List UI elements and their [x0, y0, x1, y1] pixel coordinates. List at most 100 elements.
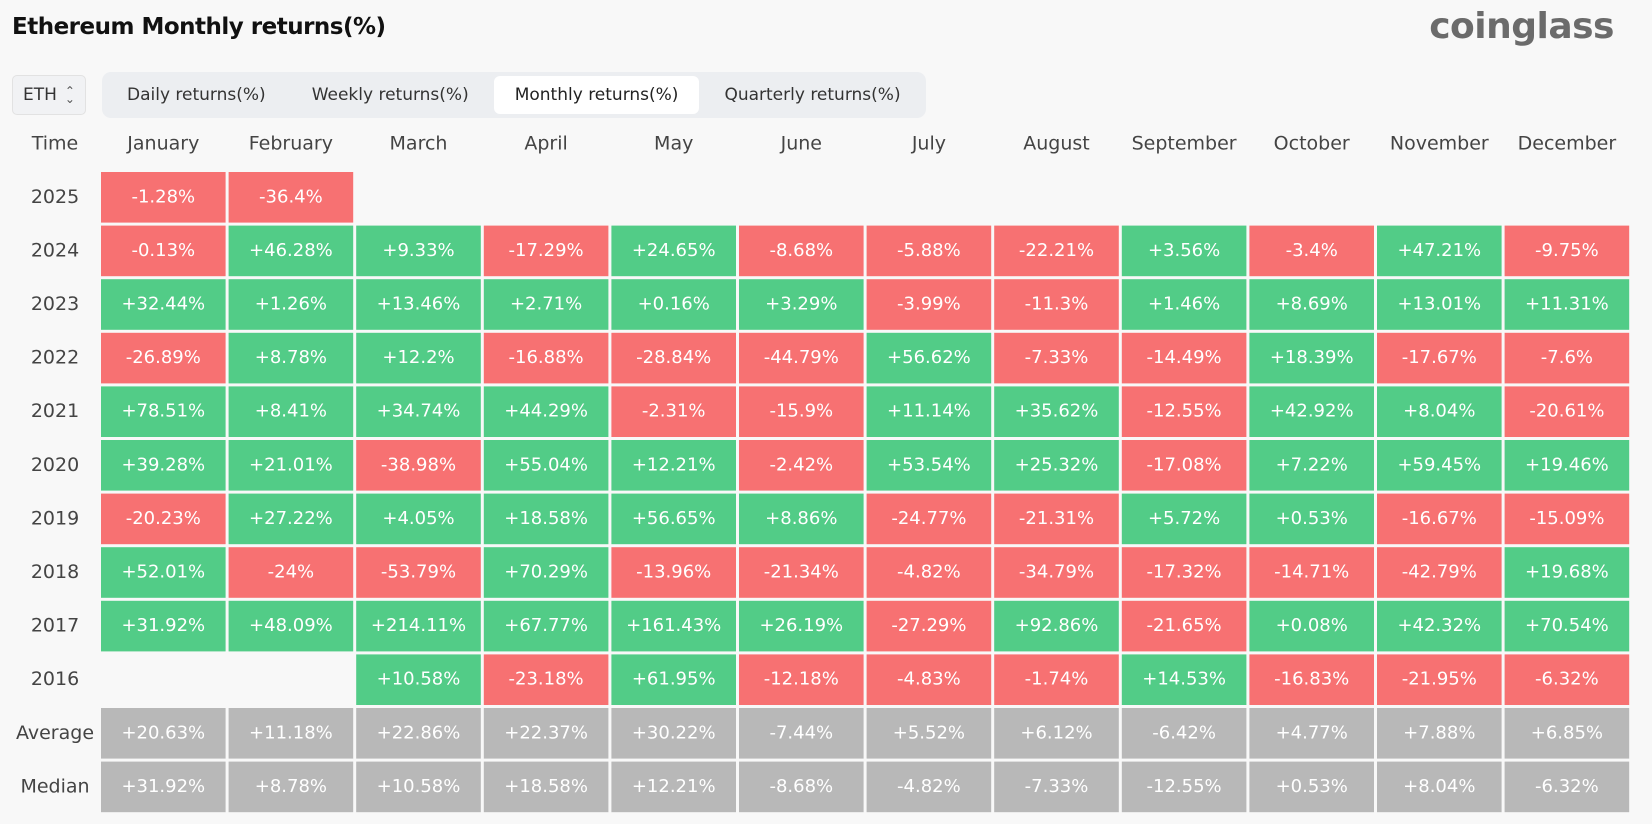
heatmap-cell-2018-january [101, 547, 226, 598]
cell-value-2019-january: -20.23% [126, 508, 201, 529]
cell-value-2022-march: +12.2% [382, 347, 454, 368]
cell-value-median-october: +0.53% [1276, 776, 1348, 797]
heatmap-cell-average-november [1377, 708, 1502, 759]
heatmap-cell-2018-august [994, 547, 1119, 598]
heatmap-cell-2021-august [994, 386, 1119, 437]
cell-value-average-november: +7.88% [1403, 722, 1475, 743]
tab-monthly-returns[interactable]: Monthly returns(%) [493, 76, 700, 114]
cell-value-2021-february: +8.41% [255, 401, 327, 422]
column-header-july: July [911, 133, 946, 155]
heatmap-cell-2022-september [1121, 332, 1247, 384]
cell-value-average-september: -6.42% [1152, 722, 1216, 743]
heatmap-cell-2020-august [994, 440, 1119, 491]
cell-value-2024-february: +46.28% [249, 240, 333, 261]
heatmap-cell-2019-august [994, 493, 1119, 545]
heatmap-cell-2023-june [739, 279, 864, 330]
tab-daily-returns[interactable]: Daily returns(%) [127, 85, 266, 105]
cell-value-2023-march: +13.46% [377, 294, 461, 315]
cell-value-2019-october: +0.53% [1276, 508, 1348, 529]
cell-value-2017-july: -27.29% [891, 615, 966, 636]
heatmap-cell-2024-october [1249, 225, 1374, 277]
heatmap-cell-2018-july [866, 547, 992, 598]
heatmap-cell-2017-december [1504, 600, 1630, 652]
heatmap-cell-average-february [228, 708, 354, 759]
cell-value-2016-november: -21.95% [1402, 669, 1477, 690]
cell-value-2020-december: +19.46% [1525, 454, 1609, 475]
heatmap-cell-2020-october [1249, 440, 1374, 491]
heatmap-cell-2018-october [1249, 547, 1374, 598]
cell-value-2017-august: +92.86% [1015, 615, 1099, 636]
cell-value-2017-march: +214.11% [371, 615, 466, 636]
heatmap-cell-2024-february [228, 225, 354, 277]
heatmap-cell-2021-december [1504, 386, 1630, 437]
cell-value-2018-june: -21.34% [764, 562, 839, 583]
cell-value-2023-october: +8.69% [1276, 294, 1348, 315]
heatmap-cell-2016-november [1377, 654, 1502, 705]
heatmap-cell-2023-september [1121, 279, 1247, 330]
heatmap-cell-2018-march [356, 547, 481, 598]
heatmap-cell-2022-october [1249, 332, 1374, 384]
cell-value-2021-november: +8.04% [1403, 401, 1475, 422]
cell-value-2020-april: +55.04% [504, 454, 588, 475]
cell-value-2024-september: +3.56% [1148, 240, 1220, 261]
cell-value-2019-june: +8.86% [765, 508, 837, 529]
heatmap-cell-average-march [356, 708, 481, 759]
heatmap-cell-average-may [611, 708, 736, 759]
cell-value-median-november: +8.04% [1403, 776, 1475, 797]
cell-value-2021-july: +11.14% [887, 401, 971, 422]
heatmap-cell-2025-january [101, 172, 226, 223]
tab-weekly-returns[interactable]: Weekly returns(%) [311, 85, 469, 105]
heatmap-cell-2024-april [483, 225, 609, 277]
cell-value-2021-june: -15.9% [769, 401, 833, 422]
cell-value-2018-february: -24% [268, 562, 315, 583]
cell-value-median-december: -6.32% [1535, 776, 1599, 797]
cell-value-2019-september: +5.72% [1148, 508, 1220, 529]
cell-value-2019-may: +56.65% [632, 508, 716, 529]
heatmap-cell-2018-april [483, 547, 609, 598]
cell-value-median-may: +12.21% [632, 776, 716, 797]
heatmap-cell-2023-may [611, 279, 736, 330]
column-header-august: August [1023, 133, 1090, 155]
column-header-may: May [654, 133, 693, 155]
heatmap-cell-2021-january [101, 386, 226, 437]
cell-value-2023-july: -3.99% [897, 294, 961, 315]
heatmap-cell-average-october [1249, 708, 1374, 759]
heatmap-cell-average-april [483, 708, 609, 759]
heatmap-cell-2018-november [1377, 547, 1502, 598]
cell-value-2023-september: +1.46% [1148, 294, 1220, 315]
heatmap-cell-median-march [356, 761, 481, 813]
heatmap-cell-2018-february [228, 547, 354, 598]
heatmap-cell-2020-january [101, 440, 226, 491]
cell-value-2023-june: +3.29% [765, 294, 837, 315]
heatmap-cell-average-september [1121, 708, 1247, 759]
cell-value-2024-may: +24.65% [632, 240, 716, 261]
heatmap-cell-2024-january [101, 225, 226, 277]
heatmap-cell-2023-november [1377, 279, 1502, 330]
row-label-average: Average [16, 722, 94, 744]
heatmap-cell-2024-may [611, 225, 736, 277]
tab-quarterly-returns[interactable]: Quarterly returns(%) [724, 85, 901, 105]
cell-value-2024-january: -0.13% [131, 240, 195, 261]
heatmap-cell-2023-july [866, 279, 992, 330]
heatmap-cell-median-february [228, 761, 354, 813]
heatmap-cell-2016-may [611, 654, 736, 705]
heatmap-cell-average-august [994, 708, 1119, 759]
cell-value-2018-april: +70.29% [504, 562, 588, 583]
cell-value-2023-december: +11.31% [1525, 294, 1609, 315]
cell-value-median-september: -12.55% [1147, 776, 1222, 797]
cell-value-median-april: +18.58% [504, 776, 588, 797]
asset-select[interactable]: ETH ⌃ ⌄ [12, 75, 86, 115]
heatmap-cell-2020-november [1377, 440, 1502, 491]
heatmap-cell-2024-july [866, 225, 992, 277]
heatmap-cell-2021-april [483, 386, 609, 437]
heatmap-cell-2020-april [483, 440, 609, 491]
cell-value-2025-january: -1.28% [131, 186, 195, 207]
heatmap-cell-2023-february [228, 279, 354, 330]
heatmap-cell-median-july [866, 761, 992, 813]
column-header-november: November [1390, 133, 1489, 155]
cell-value-2016-march: +10.58% [377, 669, 461, 690]
cell-value-2017-january: +31.92% [121, 615, 205, 636]
heatmap-cell-2016-october [1249, 654, 1374, 705]
cell-value-median-june: -8.68% [769, 776, 833, 797]
